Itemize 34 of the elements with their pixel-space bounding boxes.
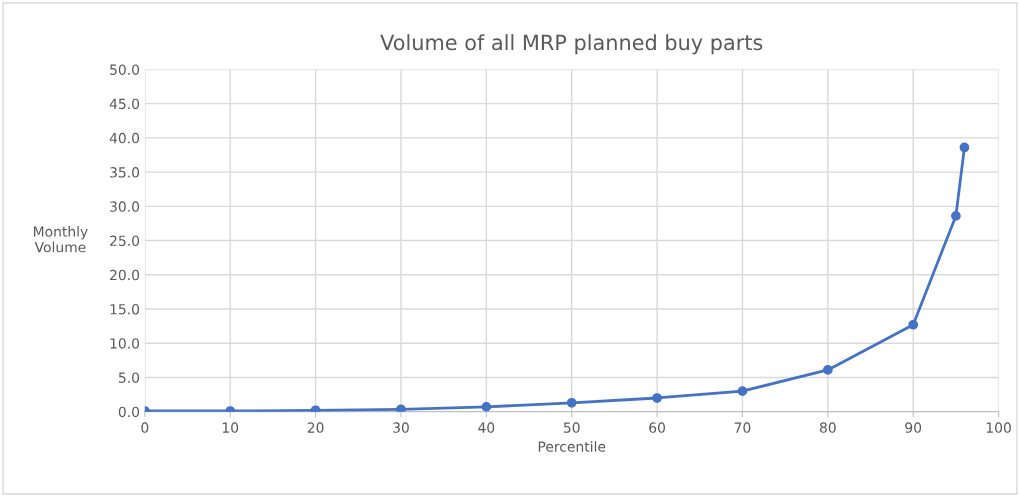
x-tick-label: 0	[141, 422, 149, 433]
x-axis-title: Percentile	[538, 441, 606, 452]
x-tick-label: 50	[563, 422, 580, 433]
x-tick-label: 30	[393, 422, 409, 433]
point	[396, 404, 406, 412]
y-tick-label: 30.0	[110, 201, 140, 212]
x-tick-label: 70	[734, 422, 751, 433]
y-tick-label: 5.0	[118, 372, 140, 383]
x-tick-label: 80	[819, 422, 836, 433]
y-tick-label: 50.0	[110, 64, 140, 75]
x-tick-label: 90	[905, 422, 922, 433]
y-tick-label: 35.0	[110, 167, 140, 178]
y-tick-label: 45.0	[109, 98, 140, 110]
point	[908, 319, 919, 330]
y-tick-label: 10.0	[110, 338, 140, 349]
y-tick-label: 0.0	[118, 406, 140, 418]
point	[481, 402, 492, 412]
x-tick-label: 20	[307, 422, 324, 433]
x-tick-label: 60	[649, 422, 665, 433]
point	[822, 365, 833, 375]
point	[951, 211, 961, 221]
y-tick-label: 20.0	[110, 269, 140, 281]
point	[959, 142, 970, 153]
point	[737, 386, 748, 397]
x-tick-label: 100	[986, 422, 1011, 433]
y-tick-label: 25.0	[110, 235, 140, 247]
point	[566, 397, 577, 408]
y-tick-label: 15.0	[110, 303, 140, 315]
y-axis-title: Monthly Volume	[34, 226, 88, 253]
chart-title: Volume of all MRP planned buy parts	[380, 34, 763, 55]
x-tick-label: 40	[478, 422, 495, 433]
x-tick-label: 10	[222, 422, 239, 433]
y-tick-label: 40.0	[109, 132, 140, 144]
point	[652, 393, 662, 403]
